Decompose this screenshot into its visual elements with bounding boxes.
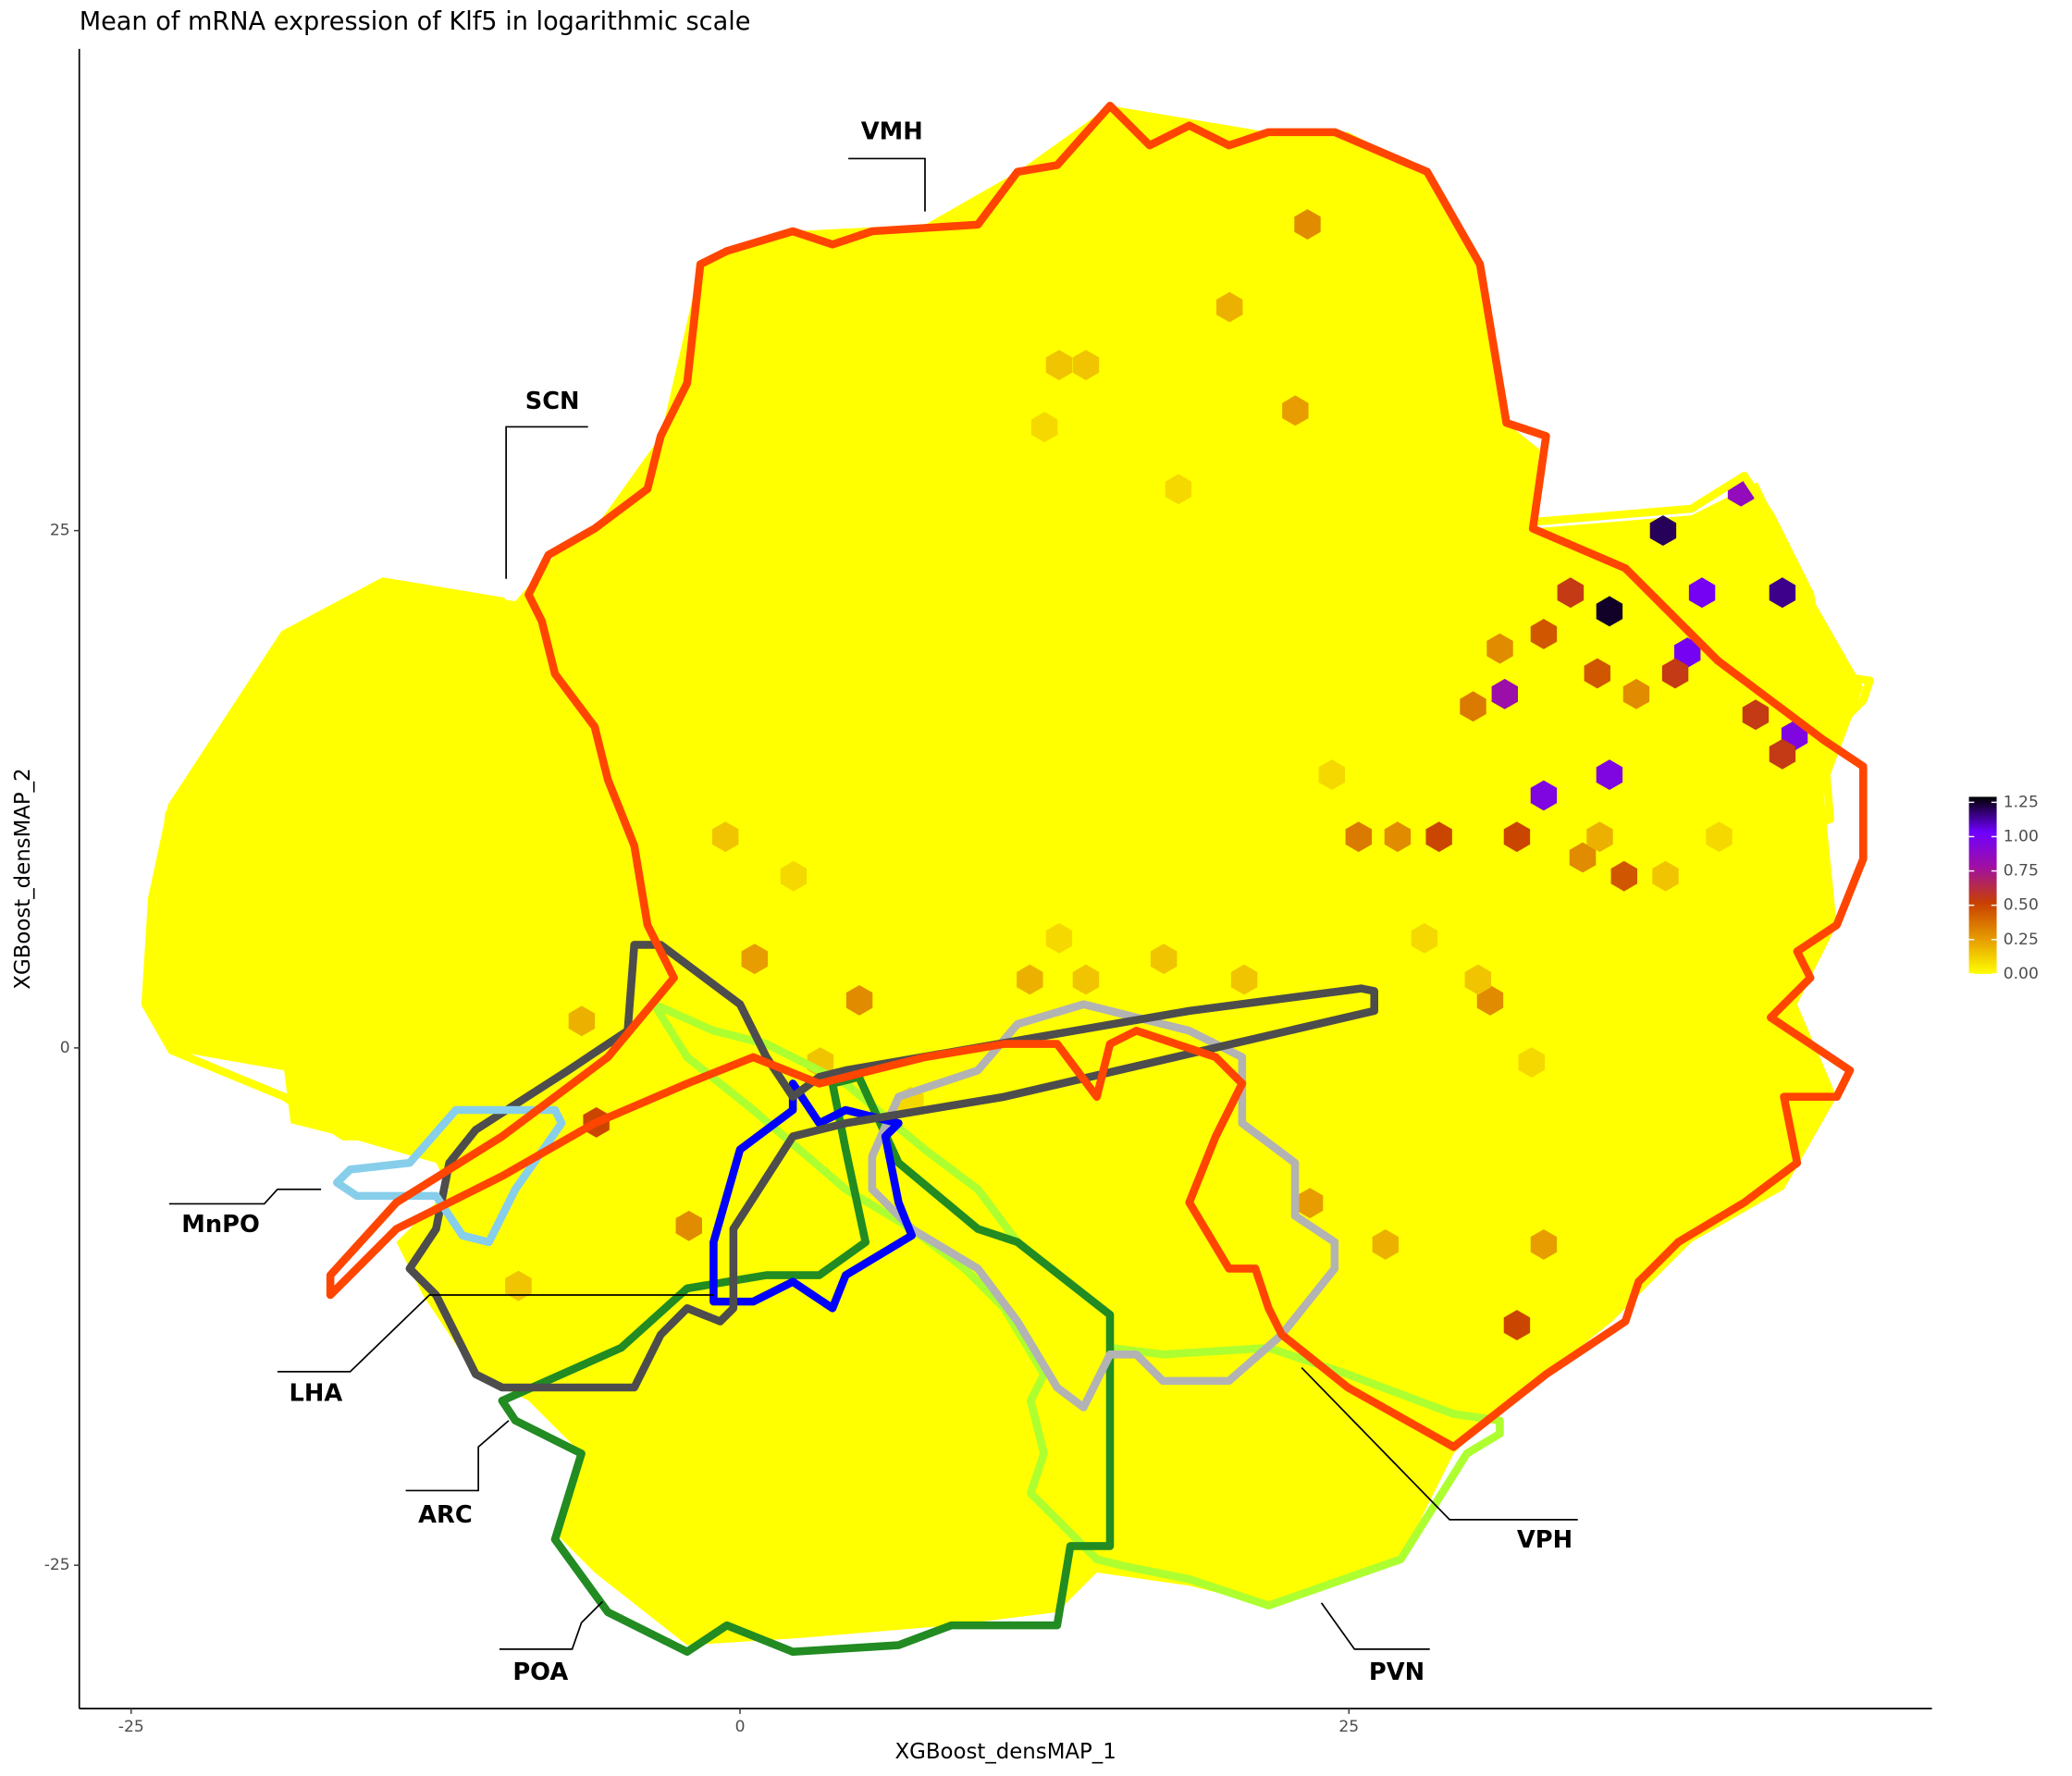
- region-label: VPH: [1517, 1526, 1572, 1554]
- colorbar-tick-label: 0.75: [2004, 862, 2039, 881]
- y-tick-label: 0: [60, 1039, 70, 1057]
- hex-bin: [1296, 1188, 1324, 1219]
- region-label: MnPO: [181, 1211, 260, 1239]
- colorbar-tick-label: 1.25: [2004, 793, 2039, 811]
- hex-bin: [1282, 395, 1309, 426]
- hex-bin: [845, 985, 873, 1016]
- region-label: ARC: [418, 1501, 473, 1529]
- x-axis-title: XGBoost_densMAP_1: [895, 1740, 1116, 1764]
- hex-bin: [1372, 1229, 1399, 1260]
- colorbar-tick-label: 1.00: [2004, 827, 2039, 845]
- region-label: VMH: [861, 117, 923, 145]
- hex-bin: [1769, 577, 1796, 609]
- hex-bin: [1411, 922, 1438, 954]
- hex-bin: [1045, 922, 1073, 954]
- x-tick-label: 0: [735, 1718, 746, 1736]
- hex-bin: [1610, 860, 1637, 892]
- hex-bin: [1530, 780, 1558, 811]
- hex-bin: [1661, 658, 1689, 689]
- hex-bin: [1150, 944, 1178, 975]
- hex-bin: [1491, 678, 1518, 709]
- hex-bin: [505, 1270, 532, 1301]
- hex-bin: [1045, 350, 1073, 381]
- hex-bin: [1530, 619, 1558, 649]
- colorbar-tick-label: 0.00: [2004, 965, 2039, 983]
- hex-bin: [741, 944, 768, 975]
- hex-bin: [1072, 964, 1100, 995]
- x-tick-label: -25: [118, 1718, 144, 1736]
- hex-bin: [1318, 759, 1345, 790]
- region-label: PVN: [1369, 1659, 1424, 1686]
- hex-bin: [1586, 821, 1613, 853]
- region-label: POA: [512, 1659, 568, 1686]
- y-tick-label: 25: [50, 522, 70, 540]
- hex-bin: [712, 821, 739, 853]
- region-label: SCN: [525, 388, 580, 415]
- hex-bin: [1384, 821, 1412, 853]
- y-tick-label: -25: [44, 1556, 70, 1574]
- hex-bin: [1476, 985, 1504, 1016]
- region-leaders: [168, 157, 1578, 1650]
- hex-bin: [1649, 515, 1677, 546]
- colorbar-tick-label: 0.50: [2004, 896, 2039, 915]
- hex-bin: [1503, 1310, 1531, 1340]
- hex-bin: [780, 860, 808, 892]
- hex-bin: [1706, 821, 1733, 853]
- region-label: LHA: [290, 1380, 343, 1408]
- hex-bin: [1688, 577, 1716, 609]
- hex-bin: [1557, 577, 1585, 609]
- hex-bin: [1294, 209, 1321, 240]
- hex-bin: [568, 1005, 596, 1037]
- hex-bin: [1530, 1229, 1558, 1260]
- hex-bin: [1464, 964, 1491, 995]
- hex-layer: [505, 209, 1808, 1340]
- scn-outline-east: [1532, 472, 1874, 837]
- hex-bin: [1460, 691, 1486, 722]
- hex-bin: [1216, 291, 1243, 323]
- region-outlines: [141, 102, 1874, 1656]
- hex-bin: [1072, 350, 1100, 381]
- vmh-outline: [326, 102, 1868, 1451]
- colorbar-tick-label: 0.25: [2004, 931, 2039, 949]
- hex-bin: [1030, 412, 1058, 443]
- hex-bin: [1518, 1047, 1545, 1078]
- hex-bin: [1769, 738, 1796, 770]
- cell-cloud: [145, 105, 1864, 1646]
- hex-bin: [1569, 842, 1597, 873]
- chart-title: Mean of mRNA expression of Klf5 in logar…: [80, 7, 751, 36]
- hex-bin: [1425, 821, 1452, 853]
- hex-bin: [1622, 678, 1650, 709]
- hex-bin: [1652, 860, 1679, 892]
- hex-bin: [1230, 964, 1258, 995]
- hex-bin: [1345, 821, 1372, 853]
- hex-bin: [1486, 633, 1513, 664]
- hex-bin: [1017, 964, 1043, 995]
- hex-bin: [1674, 637, 1701, 668]
- y-axis-title: XGBoost_densMAP_2: [11, 768, 35, 989]
- pvn-outline: [649, 1000, 1504, 1610]
- hex-bin: [1165, 474, 1192, 505]
- colorbar: [1968, 796, 1997, 974]
- arc-poa-outline: [498, 1073, 1115, 1656]
- hex-bin: [1742, 699, 1770, 731]
- hex-bin: [1584, 658, 1610, 689]
- hex-bin: [1596, 759, 1623, 790]
- hex-bin: [1596, 596, 1623, 627]
- scn-outline: [141, 577, 639, 1141]
- x-tick-label: 25: [1338, 1718, 1359, 1736]
- hex-bin: [675, 1210, 702, 1241]
- vph-outline: [868, 1000, 1339, 1412]
- hex-bin: [1503, 821, 1531, 853]
